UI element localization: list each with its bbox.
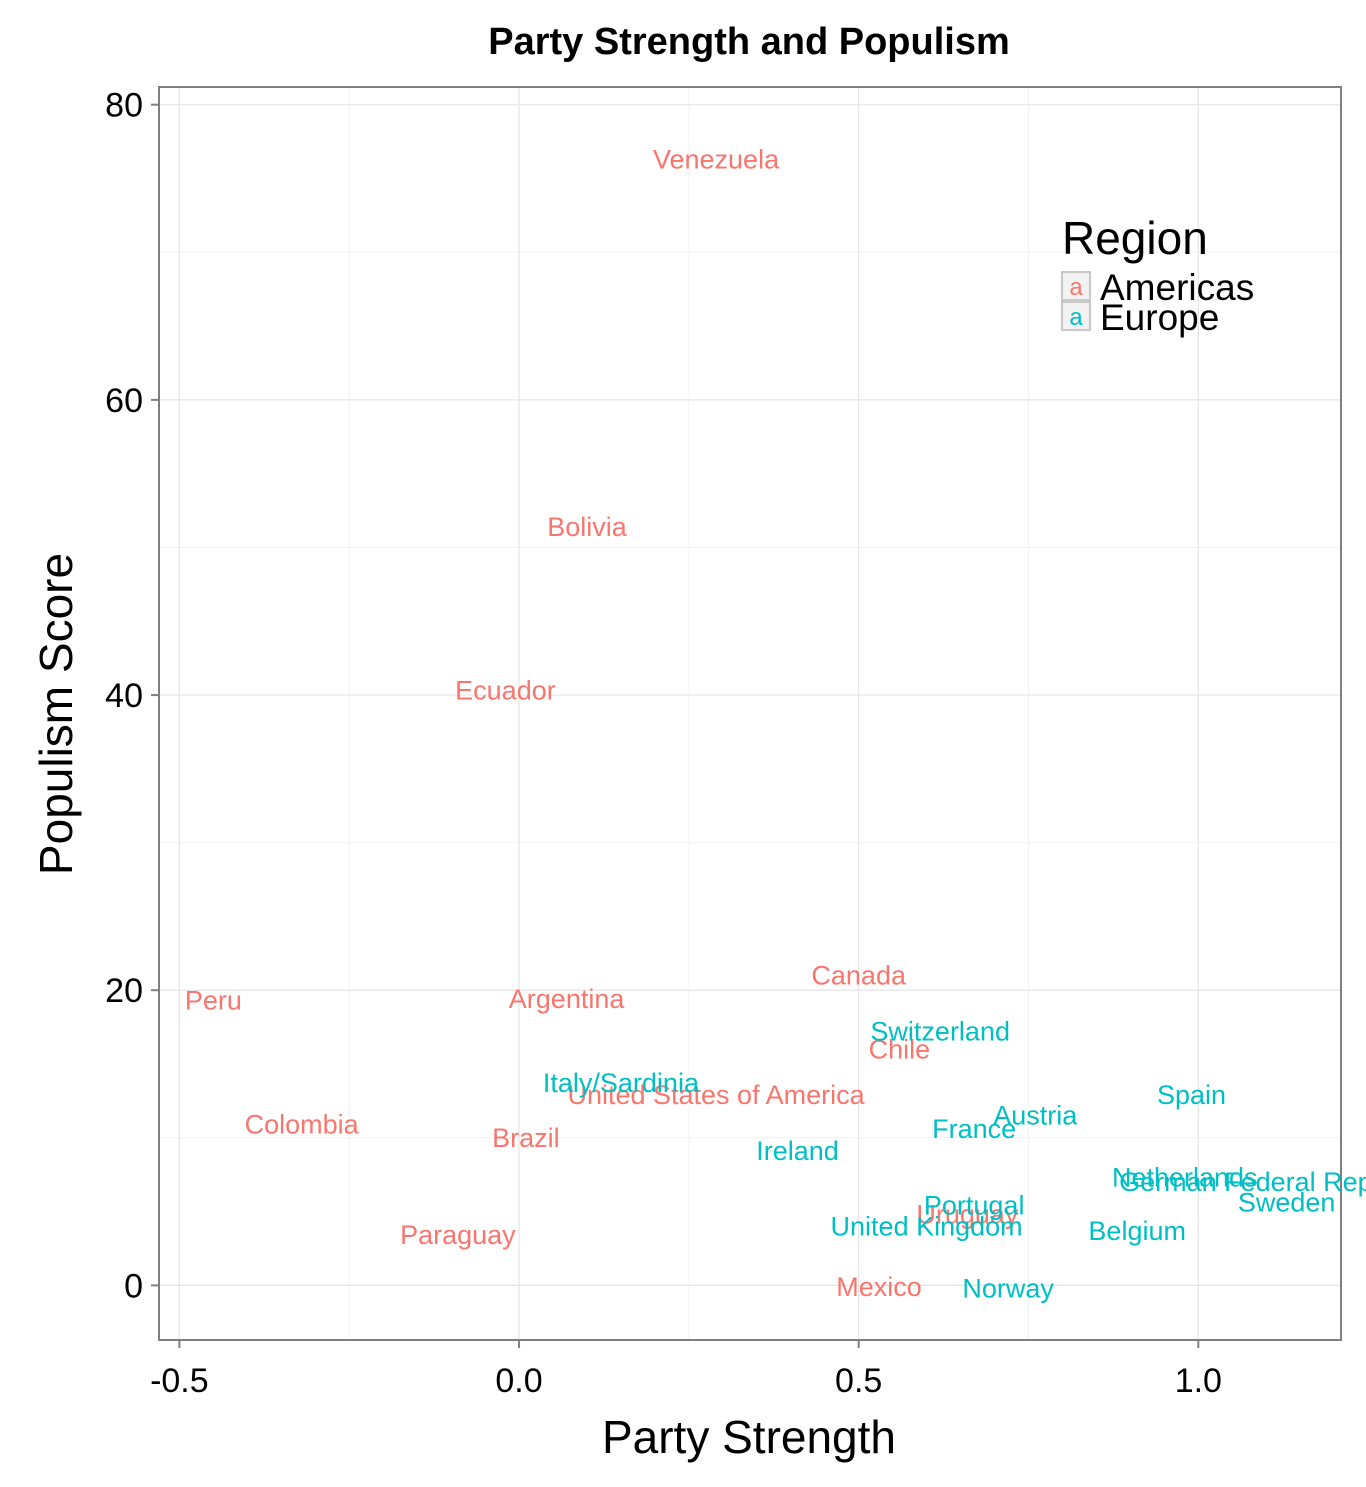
point-label: Netherlands: [1112, 1163, 1258, 1193]
legend-key-glyph: a: [1069, 304, 1083, 331]
legend-label: Europe: [1100, 297, 1219, 338]
point-label: Uruguay: [916, 1200, 1019, 1230]
point-label: Brazil: [492, 1123, 560, 1153]
y-tick-label: 40: [105, 677, 143, 715]
point-label: Colombia: [245, 1110, 360, 1140]
point-label: Ecuador: [455, 676, 556, 706]
y-tick-label: 20: [105, 972, 143, 1010]
point-label: Portugal: [924, 1191, 1025, 1221]
point-label: Argentina: [509, 984, 626, 1014]
point-label: Peru: [185, 986, 242, 1016]
point-label: United States of America: [567, 1080, 865, 1110]
legend-key-glyph: a: [1069, 274, 1083, 301]
legend-label: Americas: [1100, 267, 1254, 308]
point-label: Austria: [993, 1101, 1078, 1131]
point-label: Ireland: [756, 1136, 839, 1166]
legend-key: [1061, 301, 1091, 331]
point-label: Belgium: [1088, 1216, 1186, 1246]
legend-key: [1061, 271, 1091, 301]
legend-entries: a Americas a Europe: [1061, 267, 1254, 338]
chart-title: Party Strength and Populism: [488, 21, 1010, 63]
x-tick-label: 0.5: [835, 1362, 882, 1400]
point-label: Italy/Sardinia: [543, 1068, 700, 1098]
point-label: United Kingdom: [831, 1211, 1023, 1241]
point-label: Switzerland: [870, 1017, 1010, 1047]
point-label: Paraguay: [400, 1220, 516, 1250]
x-axis-title: Party Strength: [602, 1411, 896, 1463]
legend-title: Region: [1062, 212, 1208, 264]
point-label: Spain: [1157, 1080, 1226, 1110]
x-tick-label: 1.0: [1175, 1362, 1222, 1400]
point-label: Venezuela: [653, 144, 780, 174]
legend: Region a Americas a Europe: [1061, 212, 1254, 338]
point-label: German Federal Rep: [1119, 1167, 1366, 1197]
point-label: Chile: [869, 1034, 931, 1064]
point-label: Bolivia: [547, 512, 628, 542]
axis-ticks: -0.5 0.0 0.5 1.0 0 20 40 60 80: [105, 87, 1222, 1400]
point-label: Norway: [962, 1273, 1054, 1303]
point-label: France: [932, 1114, 1016, 1144]
point-labels: Venezuela Bolivia Ecuador Canada Peru Argenti…: [185, 144, 1366, 1303]
y-axis-title: Populism Score: [30, 553, 82, 875]
y-tick-label: 80: [105, 87, 143, 125]
plot-panel: [158, 86, 1342, 1341]
grid-lines: [159, 87, 1341, 1340]
y-tick-label: 0: [124, 1267, 143, 1305]
point-label: Sweden: [1238, 1188, 1336, 1218]
y-tick-label: 60: [105, 382, 143, 420]
point-label: Canada: [811, 960, 907, 990]
x-tick-label: -0.5: [150, 1362, 209, 1400]
point-label: Mexico: [836, 1272, 922, 1302]
x-tick-label: 0.0: [495, 1362, 542, 1400]
